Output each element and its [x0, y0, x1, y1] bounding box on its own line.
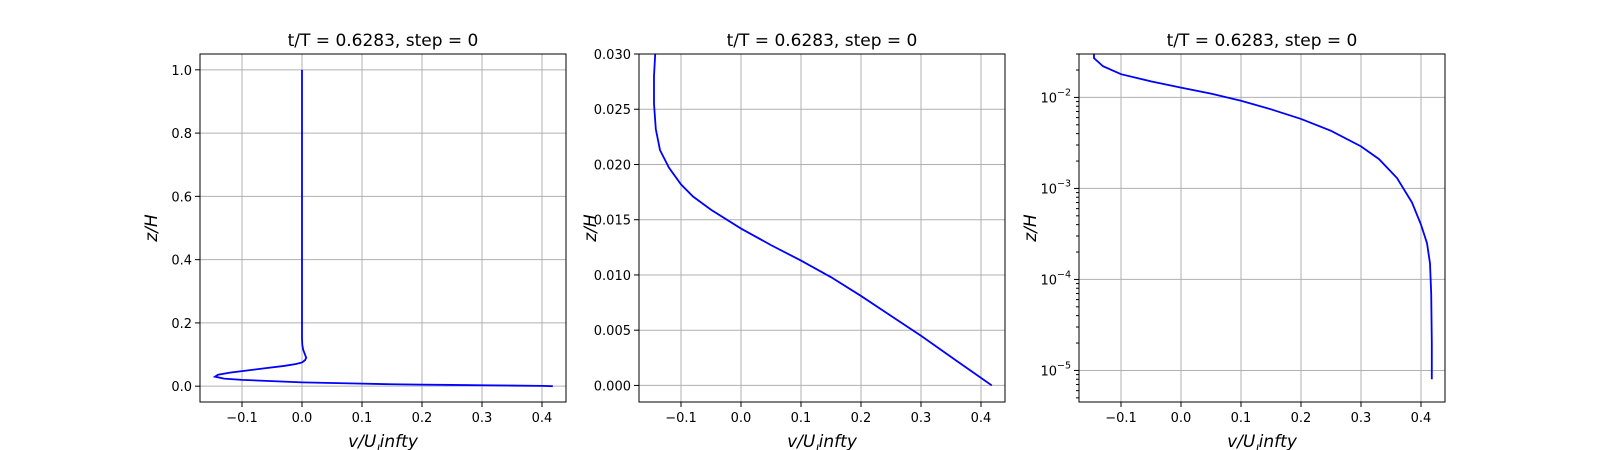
panel-2-ylabel: z/H: [581, 214, 601, 243]
panel-1-profile-line: [212, 69, 553, 388]
panel-3-ylabel: z/H: [1021, 214, 1041, 243]
panel-1-title: t/T = 0.6283, step = 0: [288, 31, 479, 51]
panel-1-xtick-label: 0.0: [292, 411, 313, 426]
panel-2-xtick-label: 0.4: [971, 411, 992, 426]
panel-1-ytick-label: 0.8: [171, 127, 192, 142]
panel-1-ytick-label: 0.0: [171, 380, 192, 395]
panel-3-ytick-label: 10−4: [1040, 269, 1071, 288]
panel-3-ytick-label: 10−5: [1040, 360, 1071, 379]
panel-1-xtick-label: 0.4: [532, 411, 553, 426]
panel-2-xtick-label: 0.0: [731, 411, 752, 426]
panel-3-xtick-label: 0.0: [1171, 411, 1192, 426]
panel-2-ytick-label: 0.020: [594, 158, 631, 173]
panel-2-ytick-label: 0.015: [594, 214, 631, 229]
panel-3-xtick-label: 0.3: [1351, 411, 1372, 426]
panel-2-xtick-label: −0.1: [665, 411, 697, 426]
panel-3-ytick-label: 10−3: [1040, 178, 1071, 197]
panel-2-xtick-label: 0.3: [911, 411, 932, 426]
panel-1-ylabel: z/H: [142, 214, 162, 243]
panel-1-xtick-label: 0.1: [352, 411, 373, 426]
panel-1-frame: [199, 53, 567, 403]
panel-2-frame: [638, 53, 1006, 403]
panel-2-ytick-label: 0.005: [594, 324, 631, 339]
panel-3: −0.1 0.0 0.1 0.2 0.3 0.4 10−5 10−4 10−3 10−2 t/T =…: [1021, 31, 1446, 450]
panel-2-ytick-label: 0.010: [594, 269, 631, 284]
panel-1-xtick-label: 0.3: [472, 411, 493, 426]
panel-1-xtick-label: 0.2: [412, 411, 433, 426]
panel-2-xtick-label: 0.2: [851, 411, 872, 426]
panel-2-xlabel: v/Ulinfty: [787, 432, 858, 450]
panel-3-title: t/T = 0.6283, step = 0: [1167, 31, 1358, 51]
panel-3-xtick-label: 0.2: [1291, 411, 1312, 426]
panel-1-ytick-label: 0.6: [171, 190, 192, 205]
panel-1-ytick-label: 0.4: [171, 254, 192, 269]
panel-2-xtick-label: 0.1: [791, 411, 812, 426]
panel-3-xlabel: v/Ulinfty: [1227, 432, 1298, 450]
panel-1-ytick-label: 0.2: [171, 317, 192, 332]
panel-2-title: t/T = 0.6283, step = 0: [727, 31, 918, 51]
panel-2-ytick-label: 0.000: [594, 379, 631, 394]
panel-1-xlabel: v/Ulinfty: [348, 432, 419, 450]
panel-1-ytick-label: 1.0: [171, 64, 192, 79]
panel-3-ytick-label: 10−2: [1040, 87, 1071, 106]
panel-2: −0.1 0.0 0.1 0.2 0.3 0.4 0.000 0.005 0.010 0.015 0…: [581, 31, 1006, 450]
panel-1-xtick-label: −0.1: [226, 411, 258, 426]
panel-1: −0.1 0.0 0.1 0.2 0.3 0.4 0.0 0.2 0.4 0.6 0.8 1.0 t/T…: [142, 31, 567, 450]
panel-3-xtick-label: 0.4: [1411, 411, 1432, 426]
panel-3-xtick-label: 0.1: [1231, 411, 1252, 426]
panel-3-frame: [1078, 53, 1446, 403]
panel-3-xtick-label: −0.1: [1105, 411, 1137, 426]
panel-2-ytick-label: 0.030: [594, 48, 631, 63]
panel-2-profile-line: [653, 53, 993, 387]
panel-3-profile-line: [1093, 54, 1433, 380]
panel-2-ytick-label: 0.025: [594, 103, 631, 118]
